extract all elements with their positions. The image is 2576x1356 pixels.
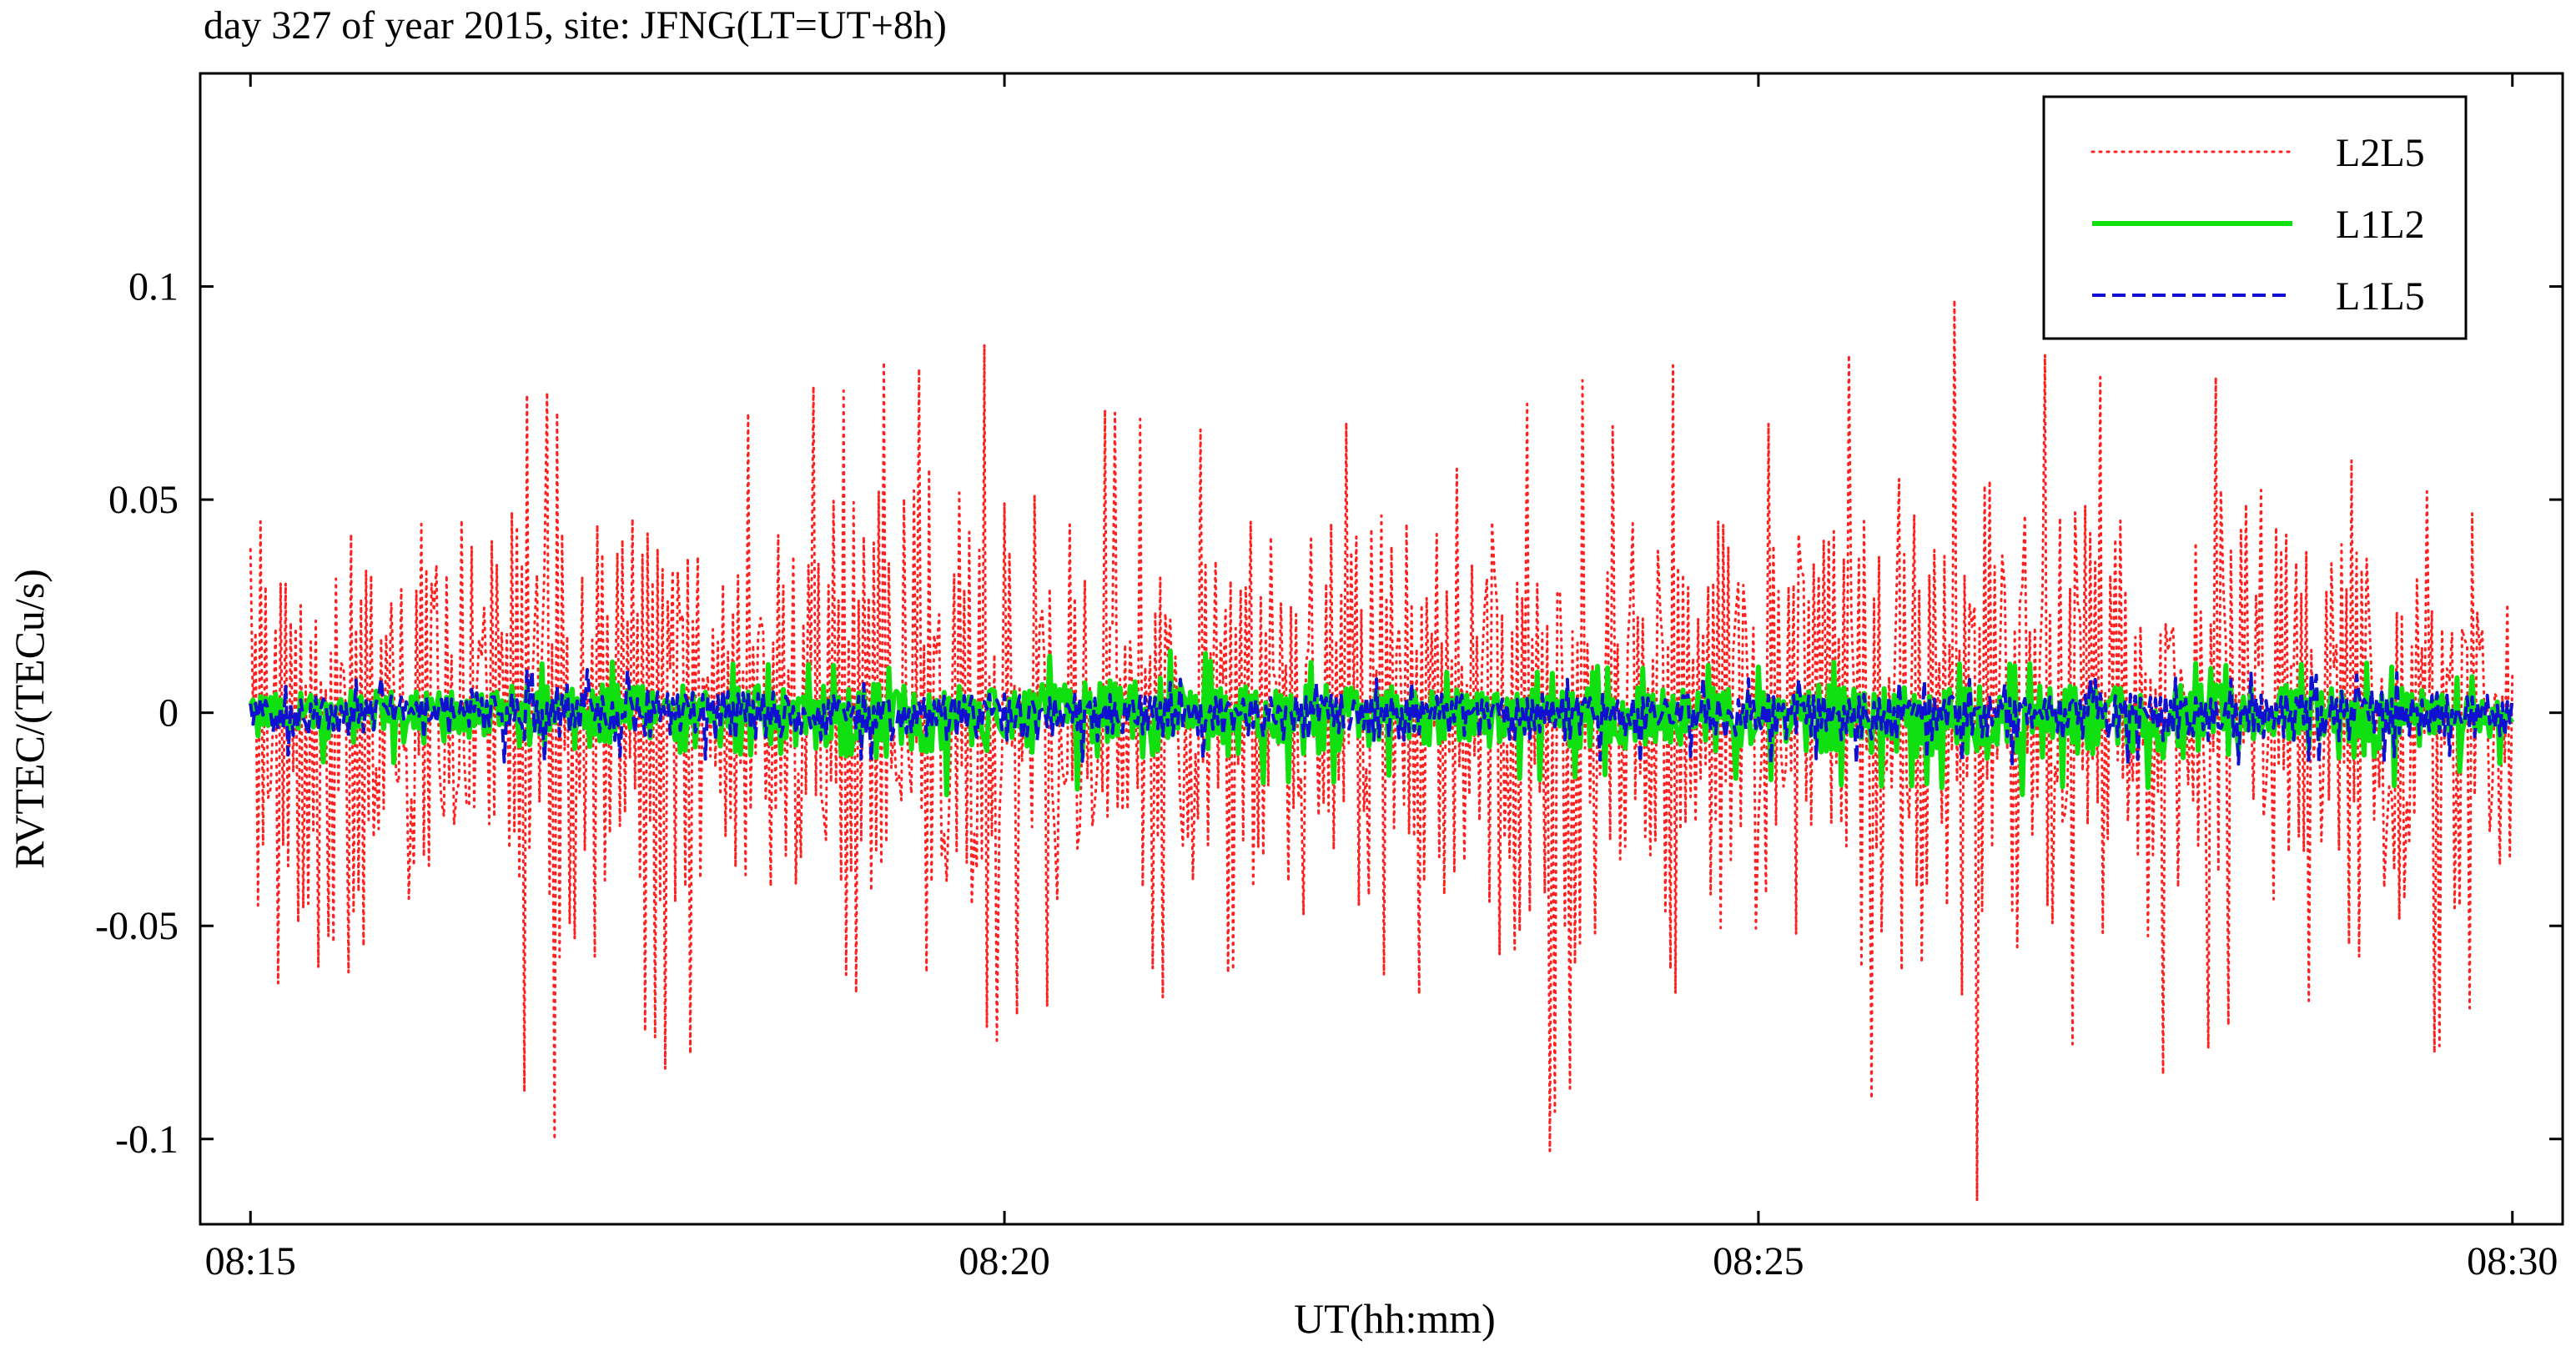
y-axis-label: RVTEC/(TECu/s) — [6, 569, 53, 869]
legend-label-l2l5: L2L5 — [2336, 131, 2425, 175]
plot-frame — [199, 72, 2564, 1226]
y-tick-label: 0 — [158, 691, 179, 736]
y-tick-label: 0.05 — [108, 478, 179, 522]
legend: L2L5 L1L2 L1L5 — [2042, 95, 2468, 340]
chart-title: day 327 of year 2015, site: JFNG(LT=UT+8… — [204, 3, 947, 48]
x-axis-label: UT(hh:mm) — [1294, 1295, 1496, 1342]
series-layer — [248, 299, 2515, 1203]
legend-box — [2042, 95, 2468, 340]
legend-label-l1l2: L1L2 — [2336, 203, 2425, 247]
y-tick-label: -0.05 — [95, 904, 179, 948]
series-line-l2l5 — [249, 299, 2514, 1203]
x-tick-label: 08:30 — [2467, 1239, 2558, 1283]
x-tick-label: 08:20 — [958, 1239, 1049, 1283]
series-line-l1l5 — [249, 668, 2514, 766]
ticks-layer: 08:15 08:20 08:25 08:30 0.1 0.05 0 -0.05 -0.1 — [95, 73, 2563, 1283]
legend-label-l1l5: L1L5 — [2336, 274, 2425, 319]
y-tick-label: 0.1 — [128, 265, 179, 309]
x-tick-label: 08:15 — [205, 1239, 296, 1283]
x-tick-label: 08:25 — [1713, 1239, 1804, 1283]
y-tick-label: -0.1 — [115, 1117, 179, 1162]
